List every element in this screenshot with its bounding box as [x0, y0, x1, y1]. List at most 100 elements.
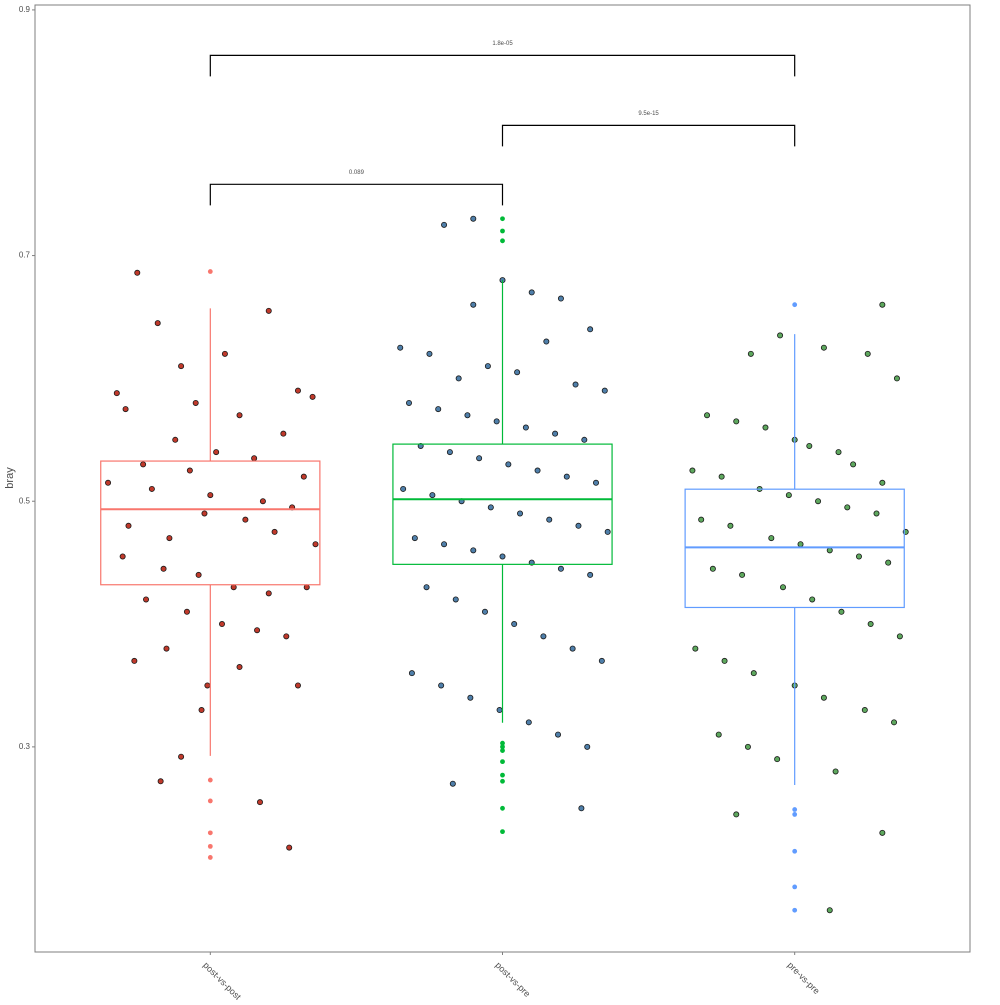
point — [195, 571, 202, 578]
point — [698, 516, 705, 523]
point — [441, 541, 448, 548]
point — [522, 424, 529, 431]
point — [721, 657, 728, 664]
point — [546, 516, 553, 523]
point — [593, 479, 600, 486]
outlier — [500, 748, 505, 753]
outlier — [207, 830, 213, 836]
point — [256, 799, 263, 806]
point — [496, 707, 503, 714]
plot-panel — [34, 4, 971, 953]
point — [259, 498, 266, 505]
significance-bracket — [209, 183, 504, 206]
point — [864, 350, 871, 357]
point — [505, 461, 512, 468]
point — [178, 753, 185, 760]
point — [192, 399, 199, 406]
point — [265, 307, 272, 314]
point — [575, 522, 582, 529]
point — [692, 645, 699, 652]
point — [449, 780, 456, 787]
point — [891, 719, 898, 726]
point — [476, 455, 483, 462]
point — [148, 485, 155, 492]
point — [423, 584, 430, 591]
point — [312, 541, 319, 548]
point — [885, 559, 892, 566]
point — [587, 326, 594, 333]
point — [598, 657, 605, 664]
point — [166, 535, 173, 542]
point — [438, 682, 445, 689]
x-tick-label: post-vs-pre — [493, 960, 532, 999]
point — [733, 418, 740, 425]
point — [400, 485, 407, 492]
point — [517, 510, 524, 517]
point — [774, 756, 781, 763]
point — [604, 528, 611, 535]
point — [879, 479, 886, 486]
point — [435, 406, 442, 413]
outlier — [792, 807, 798, 812]
point — [896, 633, 903, 640]
point — [555, 731, 562, 738]
point — [820, 344, 827, 351]
point — [879, 301, 886, 308]
point — [221, 350, 228, 357]
outlier — [500, 805, 505, 811]
point — [397, 344, 404, 351]
point — [552, 430, 559, 437]
outlier — [792, 907, 798, 913]
point — [534, 467, 541, 474]
outlier — [500, 238, 505, 244]
significance-bracket — [501, 124, 796, 147]
significance-bracket — [209, 54, 796, 77]
point — [587, 571, 594, 578]
point — [797, 541, 804, 548]
point — [601, 387, 608, 394]
point — [213, 449, 220, 456]
point — [481, 608, 488, 615]
point — [178, 363, 185, 370]
point — [186, 467, 193, 474]
point — [838, 608, 845, 615]
outlier — [500, 772, 505, 778]
outlier — [207, 855, 213, 860]
point — [265, 590, 272, 597]
point — [122, 406, 129, 413]
point — [777, 332, 784, 339]
point — [578, 805, 585, 812]
outlier — [500, 759, 505, 765]
point — [157, 778, 164, 785]
point — [303, 584, 310, 591]
point — [254, 627, 261, 634]
box — [392, 443, 613, 565]
point — [405, 399, 412, 406]
point — [780, 584, 787, 591]
point — [867, 621, 874, 628]
outlier — [792, 302, 798, 308]
point — [715, 731, 722, 738]
point — [143, 596, 150, 603]
point — [826, 907, 833, 914]
outlier — [500, 740, 505, 746]
point — [125, 522, 132, 529]
outlier — [500, 216, 505, 222]
point — [709, 565, 716, 572]
point — [718, 473, 725, 480]
point — [441, 221, 448, 228]
point — [408, 670, 415, 677]
point — [134, 269, 141, 276]
significance-label: 9.5e-15 — [638, 111, 659, 117]
point — [464, 412, 471, 419]
point — [815, 498, 822, 505]
y-tick-label: 0.3 — [19, 742, 31, 751]
point — [271, 528, 278, 535]
point — [844, 504, 851, 511]
x-tick-label: pre-vs-pre — [786, 960, 822, 996]
point — [806, 442, 813, 449]
point — [140, 461, 147, 468]
point — [300, 473, 307, 480]
point — [207, 492, 214, 499]
